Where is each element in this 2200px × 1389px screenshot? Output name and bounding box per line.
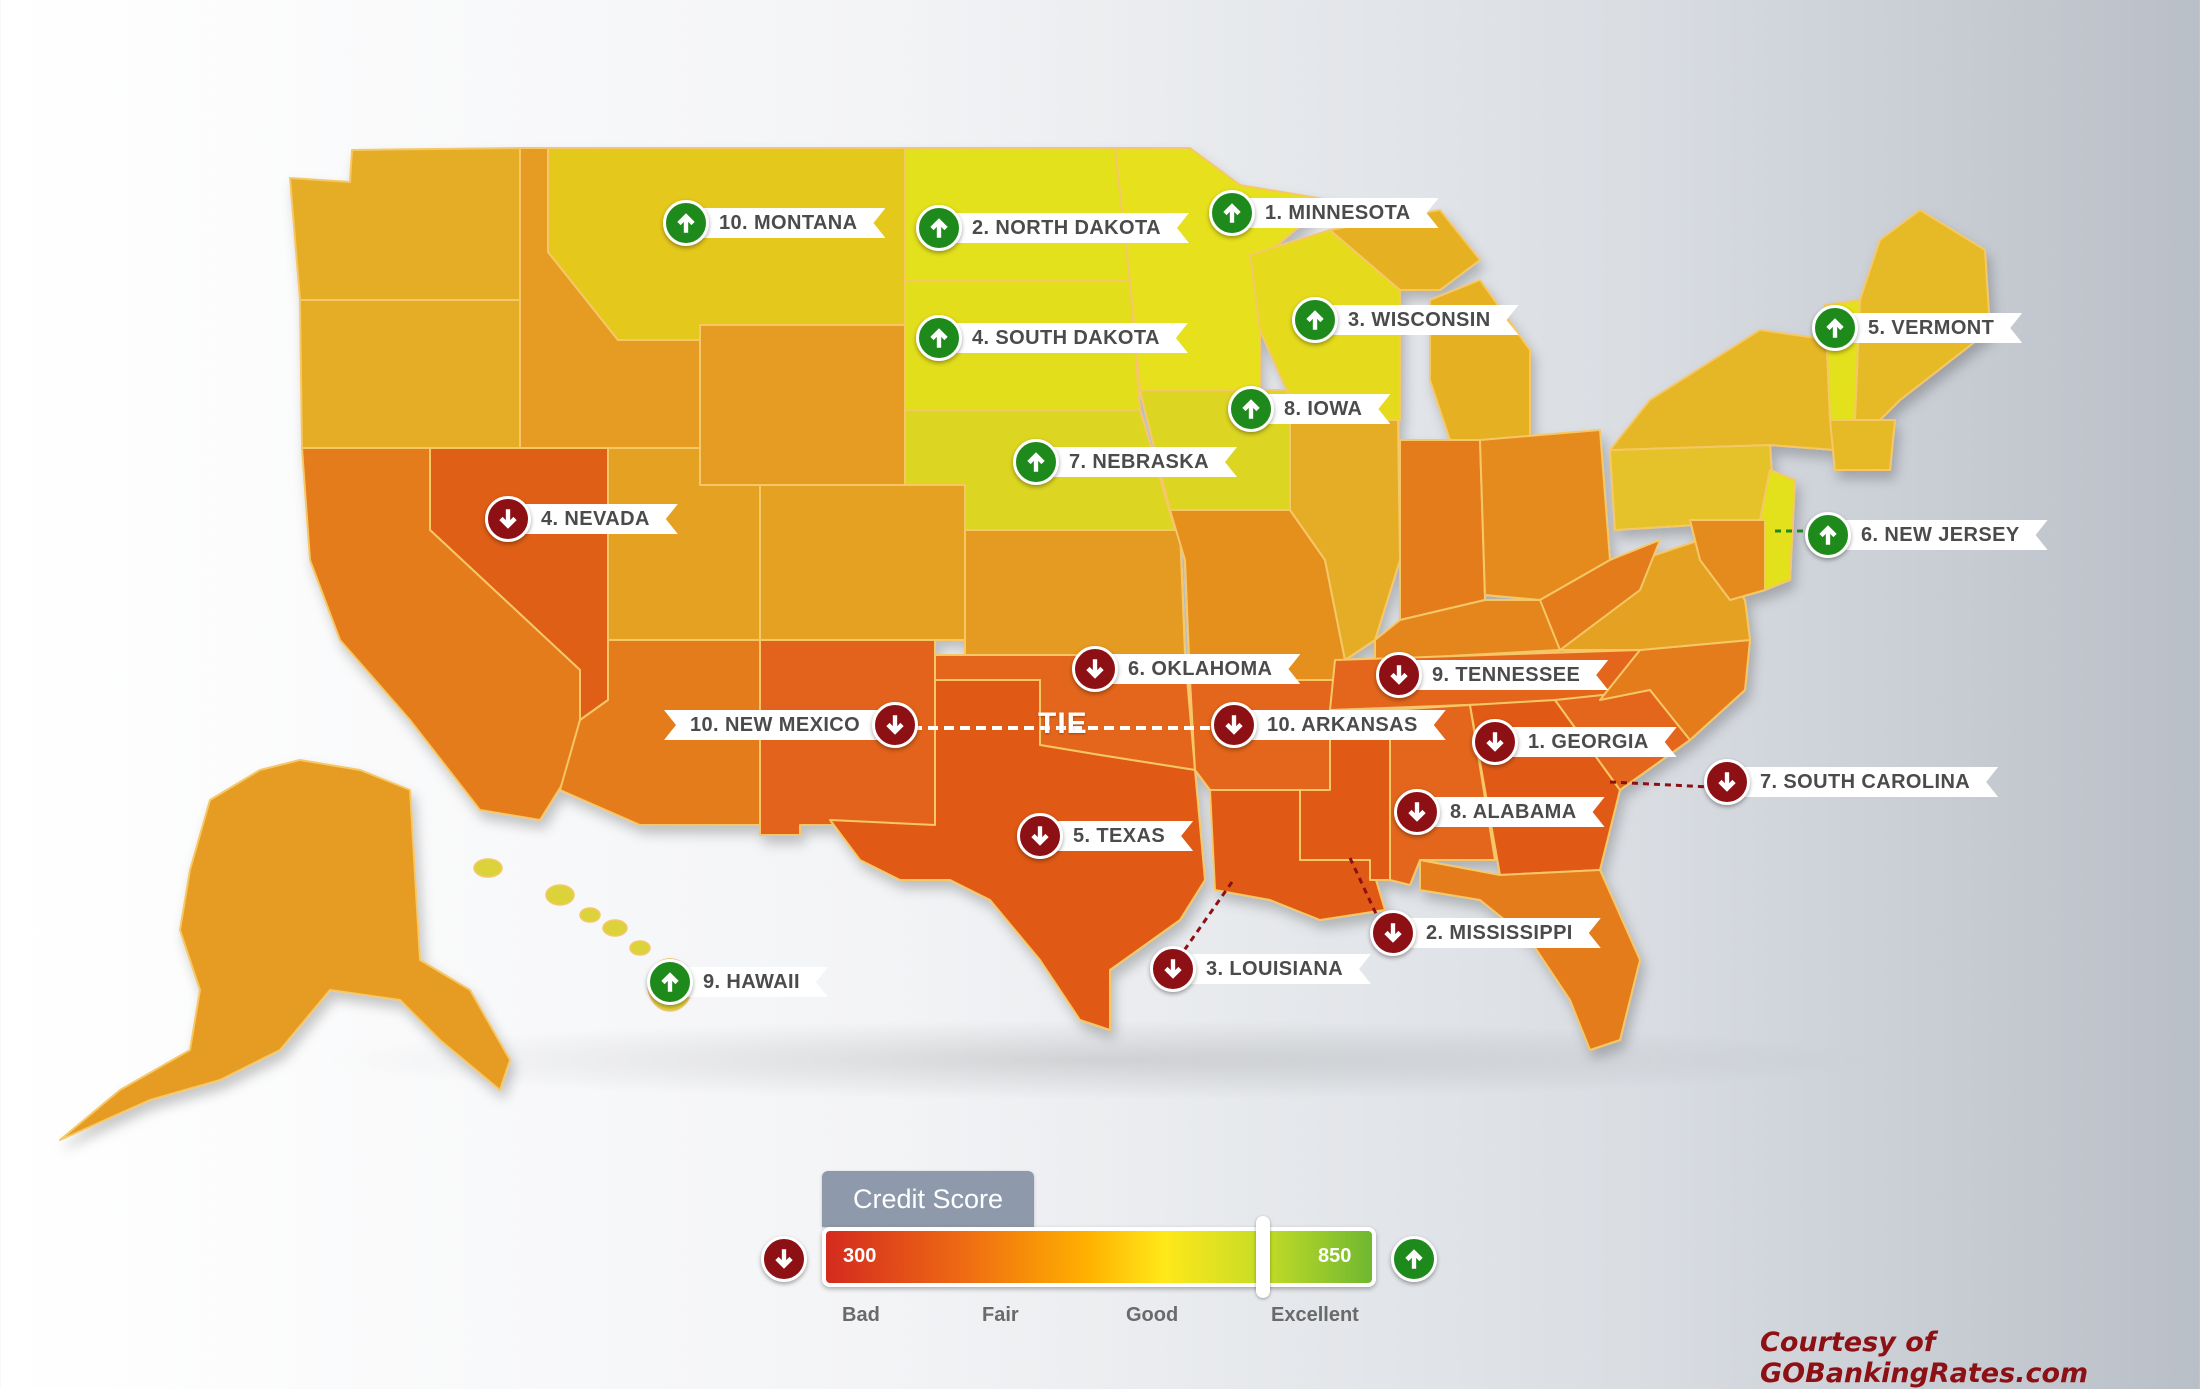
up-arrow-icon — [1013, 439, 1059, 485]
up-arrow-icon — [916, 205, 962, 251]
down-arrow-icon — [1150, 946, 1196, 992]
down-arrow-icon — [485, 496, 531, 542]
connector-lines — [912, 529, 1810, 953]
down-arrow-icon — [1704, 759, 1750, 805]
down-arrow-icon — [1072, 646, 1118, 692]
label-text: 2. MISSISSIPPI — [1402, 918, 1601, 948]
state-maryland — [1689, 519, 1766, 601]
label-wisconsin: 3. WISCONSIN — [1292, 297, 1519, 343]
state-west-virginia — [1539, 539, 1661, 651]
down-arrow-icon — [1472, 719, 1518, 765]
label-new-jersey: 6. NEW JERSEY — [1805, 512, 2048, 558]
label-nevada: 4. NEVADA — [485, 496, 678, 542]
up-arrow-icon — [647, 959, 693, 1005]
state-washington — [289, 147, 521, 301]
label-nebraska: 7. NEBRASKA — [1013, 439, 1237, 485]
down-arrow-icon — [1211, 702, 1257, 748]
tier-good: Good — [1126, 1304, 1179, 1326]
down-arrow-icon — [1394, 789, 1440, 835]
label-north-dakota: 2. NORTH DAKOTA — [916, 205, 1189, 251]
connector-south-carolina — [1609, 780, 1711, 789]
label-text: 6. NEW JERSEY — [1837, 520, 2048, 550]
label-mississippi: 2. MISSISSIPPI — [1370, 910, 1601, 956]
label-text: 9. TENNESSEE — [1408, 660, 1608, 690]
state-florida — [1419, 859, 1641, 1051]
tie-label: TIE — [1038, 707, 1088, 740]
tier-bad: Bad — [842, 1304, 880, 1326]
state-colorado — [759, 484, 966, 641]
state-wyoming — [699, 324, 906, 486]
state-new-york — [1609, 329, 1836, 451]
down-arrow-icon — [1017, 813, 1063, 859]
label-text: 10. ARKANSAS — [1243, 710, 1446, 740]
label-text: 4. NEVADA — [517, 504, 678, 534]
up-arrow-icon — [1292, 297, 1338, 343]
credit-text: Courtesy of GOBankingRates.com — [1760, 1327, 2089, 1389]
label-hawaii: 9. HAWAII — [647, 959, 828, 1005]
label-text: 6. OKLAHOMA — [1104, 654, 1300, 684]
label-text: 5. VERMONT — [1844, 313, 2022, 343]
label-text: 3. WISCONSIN — [1324, 305, 1519, 335]
up-arrow-icon — [916, 315, 962, 361]
label-text: 1. GEORGIA — [1504, 727, 1677, 757]
legend-title: Credit Score — [822, 1171, 1034, 1227]
label-oklahoma: 6. OKLAHOMA — [1072, 646, 1300, 692]
label-arkansas: 10. ARKANSAS — [1211, 702, 1446, 748]
state-oregon — [299, 299, 521, 449]
down-arrow-icon — [1376, 652, 1422, 698]
label-text: 5. TEXAS — [1049, 821, 1193, 851]
state-pennsylvania — [1609, 444, 1776, 531]
label-south-carolina: 7. SOUTH CAROLINA — [1704, 759, 1998, 805]
label-text: 2. NORTH DAKOTA — [948, 213, 1189, 243]
tier-excellent: Excellent — [1271, 1304, 1359, 1326]
label-text: 3. LOUISIANA — [1182, 954, 1371, 984]
label-minnesota: 1. MINNESOTA — [1209, 190, 1439, 236]
down-arrow-icon — [761, 1236, 807, 1282]
label-text: 8. IOWA — [1260, 394, 1390, 424]
label-text: 7. NEBRASKA — [1045, 447, 1237, 477]
legend-marker — [1255, 1216, 1270, 1298]
label-montana: 10. MONTANA — [663, 200, 885, 246]
connector-louisiana — [1181, 881, 1234, 953]
label-tennessee: 9. TENNESSEE — [1376, 652, 1608, 698]
up-arrow-icon — [1391, 1236, 1437, 1282]
up-arrow-icon — [663, 200, 709, 246]
label-text: 9. HAWAII — [679, 967, 828, 997]
label-iowa: 8. IOWA — [1228, 386, 1390, 432]
up-arrow-icon — [1805, 512, 1851, 558]
legend-gradient-bar — [822, 1227, 1376, 1287]
state-kansas — [964, 529, 1186, 656]
label-alabama: 8. ALABAMA — [1394, 789, 1605, 835]
label-south-dakota: 4. SOUTH DAKOTA — [916, 315, 1188, 361]
up-arrow-icon — [1209, 190, 1255, 236]
label-text: 7. SOUTH CAROLINA — [1736, 767, 1998, 797]
up-arrow-icon — [1812, 305, 1858, 351]
down-arrow-icon — [1370, 910, 1416, 956]
legend-max: 850 — [1318, 1245, 1352, 1267]
state-california — [301, 447, 581, 821]
label-text: 1. MINNESOTA — [1241, 198, 1439, 228]
state-indiana — [1399, 439, 1486, 621]
label-texas: 5. TEXAS — [1017, 813, 1193, 859]
legend-min: 300 — [843, 1245, 877, 1267]
label-louisiana: 3. LOUISIANA — [1150, 946, 1371, 992]
state-texas — [829, 679, 1206, 1031]
connector-mississippi — [1348, 857, 1380, 919]
label-text: 10. MONTANA — [695, 208, 885, 238]
label-vermont: 5. VERMONT — [1812, 305, 2022, 351]
label-text: 8. ALABAMA — [1426, 797, 1605, 827]
up-arrow-icon — [1228, 386, 1274, 432]
state-illinois — [1289, 419, 1401, 661]
state-alaska — [59, 759, 511, 1141]
label-new-mexico: 10. NEW MEXICO — [664, 702, 919, 748]
state-montana — [547, 147, 906, 341]
down-arrow-icon — [872, 702, 919, 748]
label-text: 4. SOUTH DAKOTA — [948, 323, 1188, 353]
label-text: 10. NEW MEXICO — [664, 710, 887, 740]
tier-fair: Fair — [982, 1304, 1019, 1326]
label-georgia: 1. GEORGIA — [1472, 719, 1677, 765]
